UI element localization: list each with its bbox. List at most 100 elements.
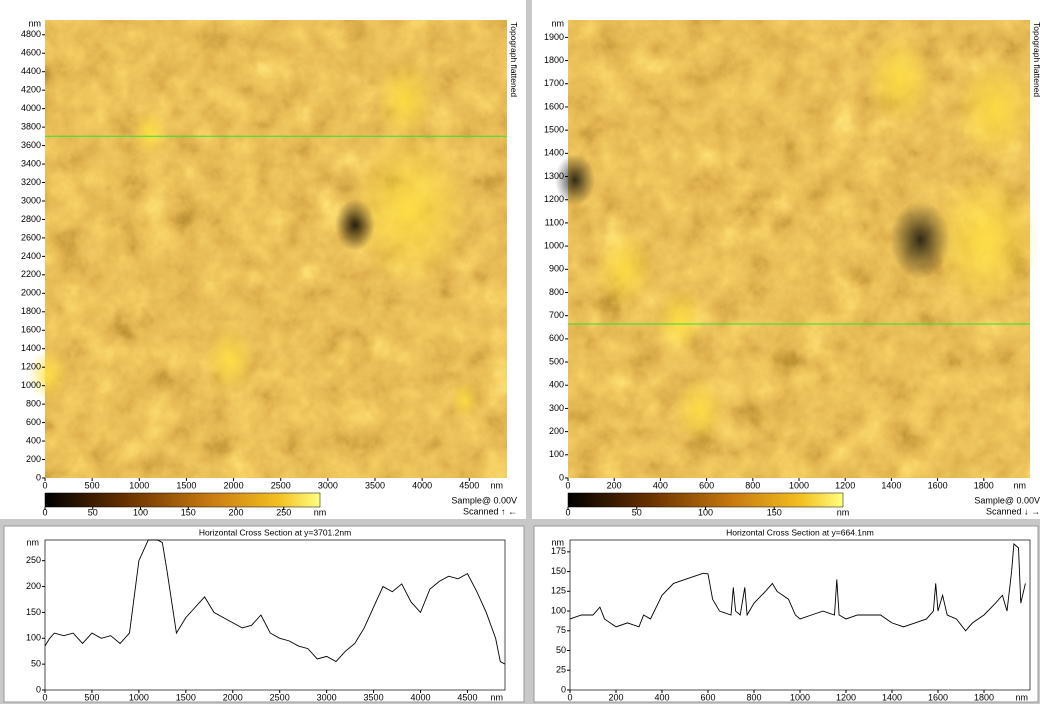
axis-unit: nm [28,18,41,28]
y-tick-label: 1700 [544,78,564,88]
y-tick-label: 800 [26,399,41,409]
y-tick-label: 1100 [545,217,564,227]
surface-feature [655,288,705,353]
axis-unit: nm [490,692,503,702]
surface-feature [955,58,1035,162]
x-tick-label: 2000 [224,480,244,490]
x-tick-label: 400 [653,480,668,490]
axis-unit: nm [26,537,39,547]
y-tick-label: 3200 [21,177,41,187]
x-tick-label: 0 [567,692,572,702]
x-tick-label: 2500 [270,692,290,702]
scan-direction: Scanned ↓ → [986,506,1040,516]
profile-title: Horizontal Cross Section at y=3701.2nm [199,527,351,537]
y-tick-label: 400 [26,435,41,445]
x-tick-label: 600 [699,480,714,490]
y-tick-label: 1500 [544,125,564,135]
x-tick-label: 1400 [882,692,902,702]
y-tick-label: 100 [551,605,566,615]
y-tick-label: 0 [561,684,566,694]
x-tick-label: 1400 [881,480,901,490]
y-tick-label: 50 [556,645,566,655]
surface-feature [205,328,255,393]
axis-unit: nm [551,537,564,547]
y-tick-label: 125 [551,586,566,596]
x-tick-label: 200 [607,480,622,490]
x-tick-label: 1800 [974,692,994,702]
colorbar-tick-label: 100 [698,507,713,517]
y-tick-label: 150 [551,566,566,576]
y-tick-label: 4600 [21,48,41,58]
y-tick-label: 3000 [21,195,41,205]
x-tick-label: 0 [42,692,47,702]
screen: 0200400600800100012001400160018002000220… [0,0,1040,704]
x-tick-label: 600 [700,692,715,702]
y-tick-label: 1800 [21,306,41,316]
x-tick-label: 4500 [457,692,477,702]
y-tick-label: 0 [559,472,564,482]
surface-feature [132,110,168,157]
x-tick-label: 0 [42,480,47,490]
y-tick-label: 300 [549,403,564,413]
y-tick-label: 1400 [21,343,41,353]
surface-feature [890,201,950,279]
y-tick-label: 25 [556,665,566,675]
x-tick-label: 4000 [412,480,432,490]
y-tick-label: 150 [26,607,41,617]
page: {"panels":[ {"side_label":"Topograph fla… [0,0,1040,704]
axis-unit: nm [1015,692,1028,702]
x-tick-label: 400 [654,692,669,702]
y-tick-label: 500 [549,356,564,366]
x-tick-label: 3500 [365,480,385,490]
sample-bias: Sample@ 0.00V [974,495,1040,505]
colorbar-tick-label: 50 [88,507,98,517]
x-tick-label: 4500 [459,480,479,490]
surface-feature [28,349,68,401]
y-tick-label: 600 [549,333,564,343]
x-tick-label: 2500 [271,480,291,490]
axis-unit: nm [1013,480,1026,490]
y-tick-label: 1200 [21,362,41,372]
scan-direction: Scanned ↑ ← [463,506,517,516]
y-tick-label: 200 [26,454,41,464]
surface-feature [375,61,435,139]
y-tick-label: 1200 [544,194,564,204]
y-tick-label: 2000 [21,288,41,298]
x-tick-label: 4000 [410,692,430,702]
y-tick-label: 1600 [544,101,564,111]
y-tick-label: 1400 [544,148,564,158]
y-tick-label: 250 [26,555,41,565]
y-tick-label: 2800 [21,214,41,224]
y-tick-label: 1300 [544,171,564,181]
y-tick-label: 800 [549,287,564,297]
y-tick-label: 0 [36,684,41,694]
colorbar-tick-label: 50 [632,507,642,517]
sample-bias: Sample@ 0.00V [451,495,517,505]
y-tick-label: 3400 [21,158,41,168]
x-tick-label: 0 [565,480,570,490]
x-tick-label: 1500 [176,480,196,490]
surface-feature [595,231,655,309]
colorbar [45,493,320,507]
x-tick-label: 800 [746,692,761,702]
y-tick-label: 400 [549,380,564,390]
colorbar [568,493,843,507]
colorbar-tick-label: 0 [42,507,47,517]
y-tick-label: 200 [26,581,41,591]
side-label: Topograph flattened [509,22,519,97]
x-tick-label: 1200 [836,692,856,702]
y-tick-label: 2400 [21,251,41,261]
y-tick-label: 75 [556,625,566,635]
colorbar-tick-label: 200 [228,507,243,517]
y-tick-label: 4400 [21,66,41,76]
profile-title: Horizontal Cross Section at y=664.1nm [726,527,874,537]
surface-feature [335,199,375,251]
y-tick-label: 0 [36,472,41,482]
x-tick-label: 1000 [789,480,809,490]
y-tick-label: 2200 [21,269,41,279]
y-tick-label: 200 [549,426,564,436]
y-tick-label: 4000 [21,103,41,113]
surface-feature [675,378,725,443]
profile-panel [4,526,524,702]
colorbar-tick-label: 100 [133,507,148,517]
